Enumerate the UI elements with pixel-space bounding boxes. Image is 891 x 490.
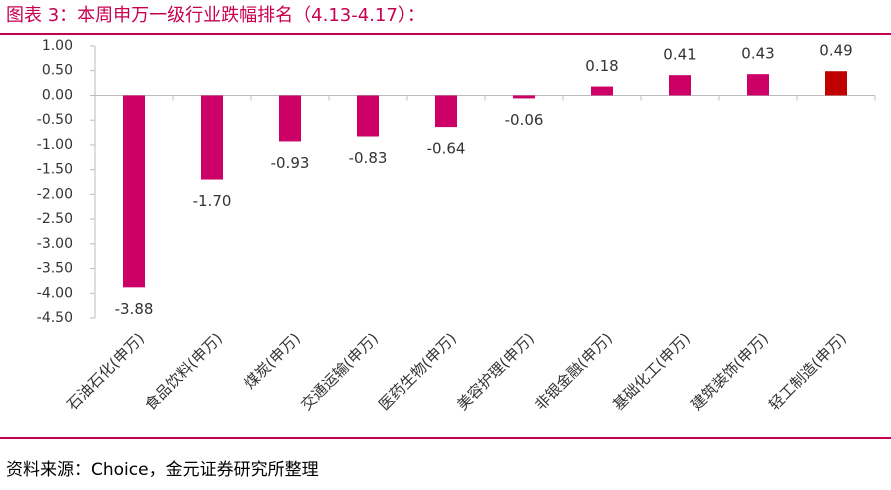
y-tick-label: -0.50 xyxy=(37,112,73,128)
data-label: -3.88 xyxy=(115,300,154,318)
y-tick-label: -3.00 xyxy=(37,236,73,252)
y-tick-label: -3.50 xyxy=(37,261,73,277)
y-tick-label: -1.50 xyxy=(37,162,73,178)
y-tick-label: 0.50 xyxy=(42,63,73,79)
data-label: -1.70 xyxy=(193,192,232,210)
data-label: -0.64 xyxy=(427,140,466,158)
x-tick-label: 建筑装饰(申万) xyxy=(687,329,772,414)
y-tick-label: 1.00 xyxy=(42,38,73,54)
bar xyxy=(747,74,769,96)
x-tick-label: 美容护理(申万) xyxy=(453,329,538,414)
x-tick-label: 食品饮料(申万) xyxy=(141,329,226,414)
y-tick-label: -1.00 xyxy=(37,137,73,153)
x-tick-label: 石油石化(申万) xyxy=(63,329,148,414)
chart-title: 图表 3：本周申万一级行业跌幅排名（4.13-4.17）： xyxy=(6,5,425,26)
y-tick-label: -2.00 xyxy=(37,186,73,202)
data-label: 0.41 xyxy=(663,46,696,64)
data-label: 0.49 xyxy=(819,42,852,60)
bar xyxy=(435,95,457,128)
bar xyxy=(513,95,535,99)
data-label: -0.83 xyxy=(349,149,388,167)
y-tick-label: -4.00 xyxy=(37,285,73,301)
bar xyxy=(201,95,223,180)
data-label: 0.43 xyxy=(741,45,774,63)
x-tick-label: 医药生物(申万) xyxy=(375,329,460,414)
bar xyxy=(123,95,145,288)
y-tick-label: -4.50 xyxy=(37,310,73,326)
x-tick-label: 非银金融(申万) xyxy=(531,329,616,414)
bar xyxy=(591,86,613,96)
x-tick-label: 煤炭(申万) xyxy=(241,329,304,392)
y-tick-label: 0.00 xyxy=(42,87,73,103)
source-note: 资料来源：Choice，金元证券研究所整理 xyxy=(6,460,319,480)
bar xyxy=(669,75,691,96)
x-tick-label: 基础化工(申万) xyxy=(609,329,694,414)
data-label: -0.93 xyxy=(271,154,310,172)
bar xyxy=(279,95,301,142)
bar xyxy=(825,71,847,96)
data-label: -0.06 xyxy=(505,111,544,129)
x-tick-label: 交通运输(申万) xyxy=(297,329,382,414)
data-label: 0.18 xyxy=(585,57,618,75)
x-tick-label: 轻工制造(申万) xyxy=(765,329,850,414)
bar xyxy=(357,95,379,137)
y-tick-label: -2.50 xyxy=(37,211,73,227)
